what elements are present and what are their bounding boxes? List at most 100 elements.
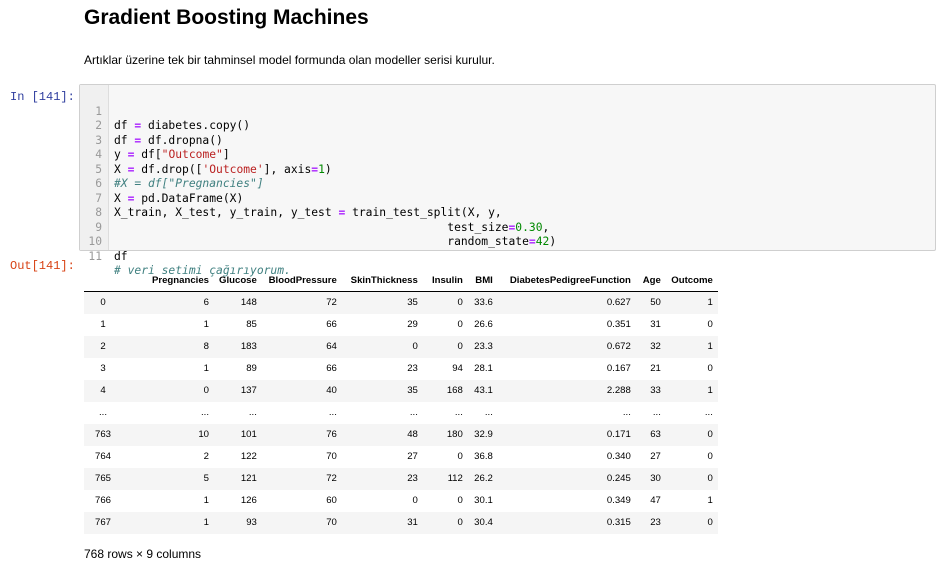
table-cell: 23	[407, 473, 418, 484]
line-number-gutter	[80, 85, 109, 250]
table-cell: 0.627	[606, 297, 631, 309]
code-cell-editor[interactable]: 1 df = diabetes.copy() 2 df = df.dropna(…	[79, 84, 936, 278]
table-row: 2 8 183 64 0 0 23.3 0.672 32 1	[84, 335, 718, 358]
code-line[interactable]: 7 X_train, X_test, y_train, y_test = tra…	[80, 177, 935, 220]
table-cell: 2	[203, 451, 209, 462]
code-line[interactable]: 10 df	[80, 221, 935, 263]
table-cell: ...	[409, 407, 418, 418]
table-cell: 0.672	[606, 341, 631, 352]
table-cell: 21	[650, 363, 661, 374]
table-cell: 70	[326, 517, 337, 528]
table-cell: 94	[452, 363, 463, 374]
table-cell: 2.288	[606, 385, 631, 396]
dataframe-table: Pregnancies Glucose BloodPressure SkinTh…	[84, 270, 718, 534]
column-header: SkinThickness	[341, 270, 423, 292]
input-prompt: In [141]:	[10, 90, 75, 104]
line-number: 4	[95, 148, 102, 161]
table-cell: 64	[326, 341, 337, 352]
table-cell: 76	[326, 429, 337, 440]
table-cell: ...	[248, 407, 257, 418]
table-cell: 72	[326, 473, 337, 484]
dataframe-shape: 768 rows × 9 columns	[84, 547, 202, 561]
code-line[interactable]: 9 random_state=42)	[80, 206, 935, 249]
code-lines[interactable]: 1 df = diabetes.copy() 2 df = df.dropna(…	[80, 90, 935, 278]
table-cell: 0	[457, 341, 463, 352]
code-line[interactable]: 1 df = diabetes.copy()	[80, 90, 935, 133]
code-text: X_train, X_test, y_train, y_test = train…	[114, 206, 502, 221]
table-cell: 5	[203, 473, 209, 484]
row-index: 4	[100, 385, 106, 396]
table-header: Pregnancies Glucose BloodPressure SkinTh…	[84, 270, 718, 292]
table-cell: ...	[201, 407, 209, 418]
table-cell: 0	[203, 385, 209, 396]
code-token: y	[114, 148, 128, 161]
table-cell: 50	[650, 297, 661, 309]
column-header: Outcome	[665, 270, 718, 292]
code-text: df = df.dropna()	[114, 134, 223, 149]
table-cell: 28.1	[474, 363, 493, 374]
table-cell: 0	[707, 319, 713, 330]
table-cell: 26.2	[474, 473, 493, 484]
table-cell: 0.245	[606, 473, 631, 484]
code-token: =	[508, 220, 516, 234]
code-token: =	[127, 191, 135, 205]
code-text: X = pd.DataFrame(X)	[114, 192, 243, 207]
table-cell: ...	[704, 407, 713, 418]
table-cell: 0	[707, 363, 713, 374]
table-cell: ...	[454, 407, 463, 418]
table-cell: 23.3	[474, 341, 493, 352]
table-cell: 30.4	[474, 517, 493, 528]
table-cell: 180	[446, 429, 463, 440]
code-token: X	[114, 191, 128, 205]
table-cell: 148	[240, 297, 257, 309]
table-cell: ...	[652, 407, 661, 418]
table-cell: 26.6	[474, 319, 493, 330]
code-token: X	[114, 162, 128, 176]
code-token: df[	[134, 148, 162, 161]
table-cell: 35	[407, 385, 418, 396]
code-text: X = df.drop(['Outcome'], axis=1)	[114, 163, 332, 178]
code-token: =	[528, 235, 536, 248]
table-cell: 1	[203, 363, 209, 374]
code-token: "Outcome"	[161, 148, 223, 161]
table-row: 764 2 122 70 27 0 36.8 0.340 27 0	[84, 446, 718, 468]
line-number: 8	[95, 206, 102, 219]
table-cell: 0	[457, 517, 463, 528]
code-comment: #X = df["Pregnancies"]	[114, 177, 264, 190]
header-row: Pregnancies Glucose BloodPressure SkinTh…	[84, 270, 718, 292]
column-header-index	[84, 270, 122, 292]
code-line[interactable]: 5 #X = df["Pregnancies"]	[80, 148, 935, 191]
output-prompt: Out[141]:	[10, 259, 75, 273]
code-line[interactable]: 11 # veri setimi çağırıyorum.	[80, 235, 935, 278]
code-line[interactable]: 8 test_size=0.30,	[80, 192, 935, 234]
table-cell: 30	[650, 473, 661, 484]
code-token: df.dropna()	[141, 133, 223, 147]
table-cell: 112	[447, 473, 463, 484]
code-line[interactable]: 6 X = pd.DataFrame(X)	[80, 163, 935, 205]
column-header: Age	[635, 270, 666, 292]
code-line[interactable]: 4 X = df.drop(['Outcome'], axis=1)	[80, 134, 935, 176]
code-token: X_train, X_test, y_train, y_test	[114, 206, 339, 219]
table-cell: 1	[203, 319, 209, 330]
row-index: 765	[94, 473, 111, 484]
code-line[interactable]: 3 y = df["Outcome"]	[80, 119, 935, 162]
table-body: 0 6 148 72 35 0 33.6 0.627 50 1 1 1 85 66 29 0 26.6 0.351…	[84, 291, 718, 534]
line-number: 3	[95, 133, 102, 147]
table-cell: 36.8	[474, 451, 493, 462]
code-token: ], axis	[263, 162, 312, 176]
column-header: BMI	[467, 270, 498, 292]
table-cell: 40	[326, 385, 337, 396]
table-cell: 0	[412, 495, 418, 506]
code-line[interactable]: 2 df = df.dropna()	[80, 105, 935, 147]
code-token: test_size	[114, 220, 509, 234]
line-number: 1	[95, 104, 102, 118]
row-index: 764	[94, 451, 111, 462]
code-token: =	[338, 206, 346, 219]
markdown-title: Gradient Boosting Machines	[84, 6, 369, 29]
code-token: 'Outcome'	[202, 162, 264, 176]
row-index: ...	[99, 407, 107, 418]
table-cell: 31	[407, 517, 418, 528]
table-cell: 31	[650, 319, 661, 330]
line-number: 7	[95, 191, 102, 205]
